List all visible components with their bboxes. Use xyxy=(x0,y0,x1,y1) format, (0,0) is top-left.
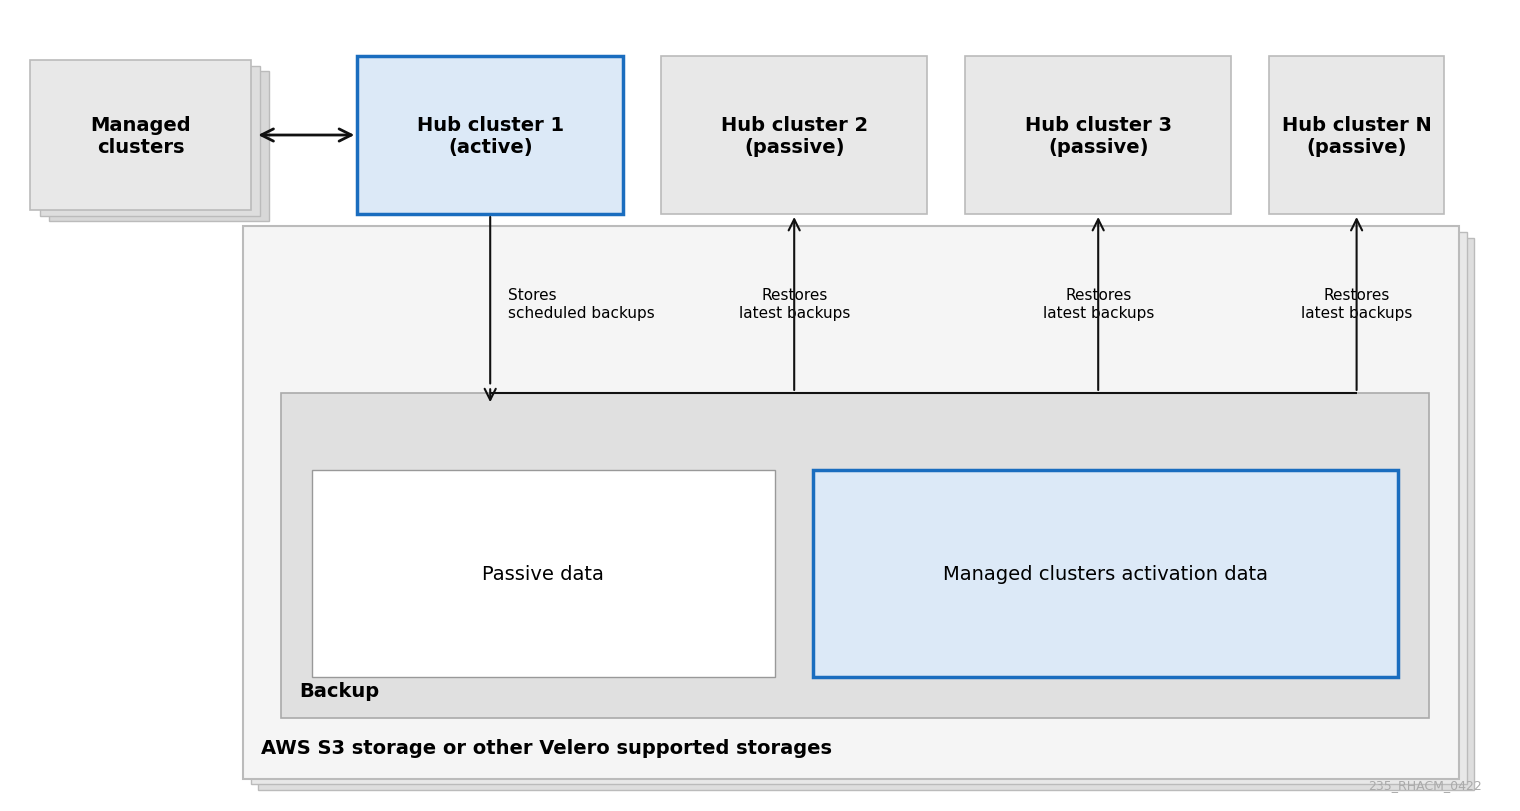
Bar xyxy=(49,72,269,222)
Bar xyxy=(258,238,1474,790)
Text: Hub cluster 1
(active): Hub cluster 1 (active) xyxy=(416,115,564,157)
Text: Passive data: Passive data xyxy=(482,564,605,583)
Text: Hub cluster 3
(passive): Hub cluster 3 (passive) xyxy=(1024,115,1172,157)
Text: Hub cluster N
(passive): Hub cluster N (passive) xyxy=(1281,115,1432,157)
Text: Backup: Backup xyxy=(299,681,380,701)
Bar xyxy=(661,57,927,215)
Bar xyxy=(243,227,1459,779)
Bar xyxy=(312,470,775,677)
Text: Managed clusters activation data: Managed clusters activation data xyxy=(944,564,1268,583)
Text: 235_RHACM_0422: 235_RHACM_0422 xyxy=(1368,778,1482,791)
Bar xyxy=(357,57,623,215)
Text: Hub cluster 2
(passive): Hub cluster 2 (passive) xyxy=(720,115,868,157)
Bar xyxy=(251,233,1467,784)
Text: Restores
latest backups: Restores latest backups xyxy=(1301,288,1412,320)
Bar xyxy=(40,67,260,217)
Text: AWS S3 storage or other Velero supported storages: AWS S3 storage or other Velero supported… xyxy=(261,738,833,757)
Bar xyxy=(813,470,1398,677)
Text: Managed
clusters: Managed clusters xyxy=(90,115,192,157)
Bar xyxy=(281,393,1429,718)
Text: Restores
latest backups: Restores latest backups xyxy=(739,288,850,320)
Bar xyxy=(30,61,251,211)
Text: Restores
latest backups: Restores latest backups xyxy=(1043,288,1154,320)
Bar xyxy=(1269,57,1444,215)
Bar xyxy=(965,57,1231,215)
Text: Stores
scheduled backups: Stores scheduled backups xyxy=(508,288,655,320)
